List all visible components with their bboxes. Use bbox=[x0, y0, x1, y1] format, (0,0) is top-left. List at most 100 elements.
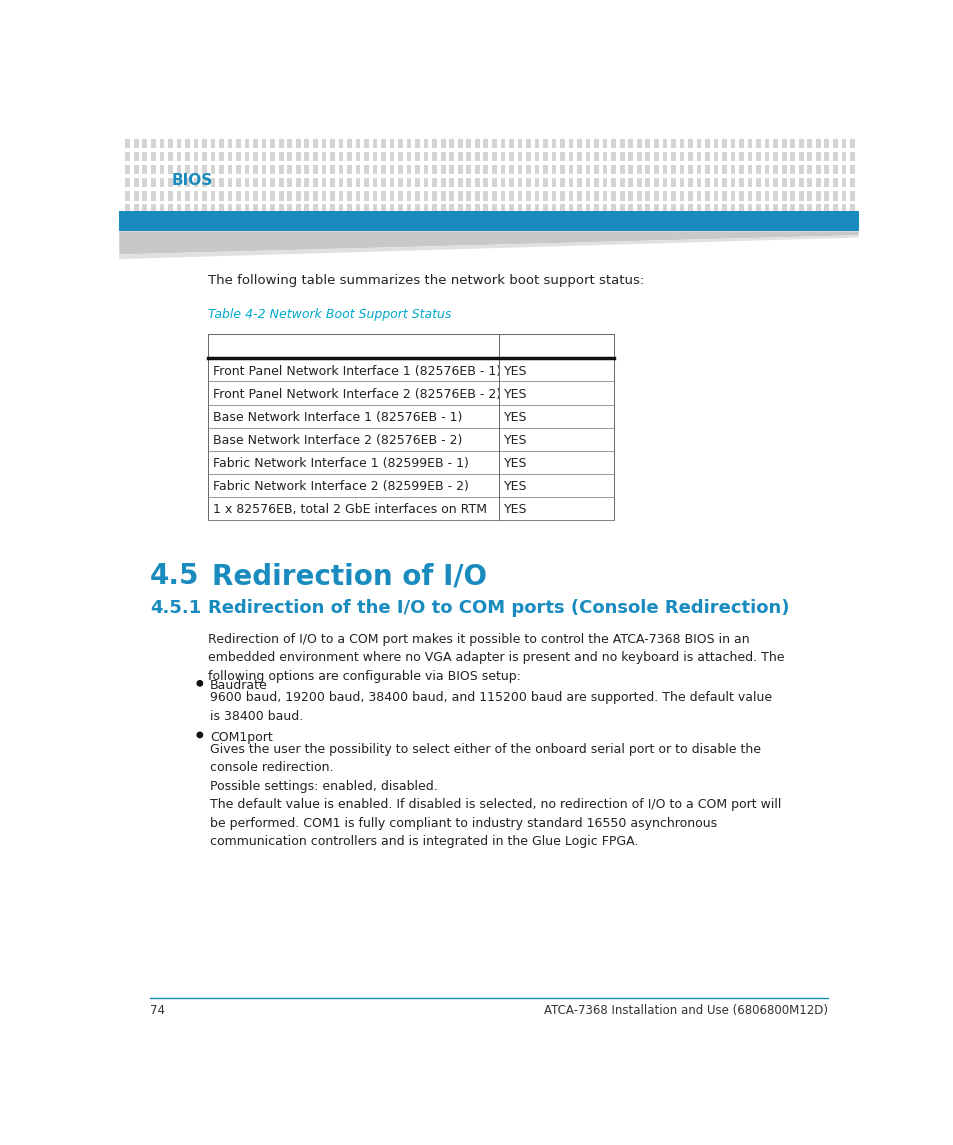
Bar bbox=[151, 179, 155, 188]
Circle shape bbox=[197, 680, 202, 686]
Bar bbox=[670, 191, 675, 200]
Bar bbox=[559, 165, 564, 174]
Bar bbox=[619, 139, 624, 148]
Bar bbox=[415, 152, 419, 161]
Bar bbox=[373, 179, 377, 188]
Bar bbox=[151, 152, 155, 161]
Bar bbox=[687, 205, 692, 214]
Bar bbox=[823, 139, 828, 148]
Bar bbox=[756, 205, 760, 214]
Bar bbox=[517, 139, 521, 148]
Bar bbox=[304, 165, 309, 174]
Bar bbox=[492, 179, 497, 188]
Bar bbox=[823, 179, 828, 188]
Bar bbox=[338, 179, 343, 188]
Bar bbox=[509, 139, 513, 148]
Bar bbox=[432, 139, 436, 148]
Bar bbox=[696, 152, 700, 161]
Bar bbox=[423, 205, 428, 214]
Bar bbox=[764, 152, 769, 161]
Bar bbox=[577, 179, 581, 188]
Text: ATCA-7368 Installation and Use (6806800M12D): ATCA-7368 Installation and Use (6806800M… bbox=[543, 1004, 827, 1018]
Bar bbox=[245, 139, 249, 148]
Bar bbox=[542, 165, 547, 174]
Bar bbox=[534, 139, 538, 148]
Bar bbox=[245, 152, 249, 161]
Bar bbox=[475, 191, 479, 200]
Bar bbox=[270, 152, 274, 161]
Bar bbox=[159, 165, 164, 174]
Bar bbox=[466, 179, 471, 188]
Bar bbox=[713, 139, 718, 148]
Circle shape bbox=[197, 732, 202, 737]
Bar bbox=[483, 139, 488, 148]
Bar bbox=[654, 179, 658, 188]
Bar bbox=[406, 165, 411, 174]
Bar bbox=[449, 165, 454, 174]
Bar bbox=[542, 191, 547, 200]
Bar bbox=[551, 205, 556, 214]
Bar bbox=[347, 205, 352, 214]
Bar bbox=[534, 179, 538, 188]
Bar bbox=[159, 191, 164, 200]
Bar bbox=[133, 165, 138, 174]
Bar bbox=[687, 139, 692, 148]
Bar bbox=[321, 179, 326, 188]
Bar bbox=[423, 152, 428, 161]
Bar bbox=[534, 191, 538, 200]
Bar bbox=[764, 139, 769, 148]
Bar bbox=[253, 179, 257, 188]
Bar bbox=[415, 191, 419, 200]
Bar bbox=[517, 152, 521, 161]
Bar bbox=[270, 191, 274, 200]
Bar bbox=[483, 205, 488, 214]
Bar bbox=[637, 165, 641, 174]
Bar bbox=[440, 179, 445, 188]
Bar bbox=[168, 139, 172, 148]
Bar bbox=[790, 191, 794, 200]
Bar bbox=[798, 139, 802, 148]
Bar bbox=[406, 205, 411, 214]
Bar bbox=[219, 179, 224, 188]
Bar bbox=[696, 191, 700, 200]
Bar bbox=[313, 179, 317, 188]
Bar bbox=[773, 205, 778, 214]
Bar bbox=[628, 152, 633, 161]
Bar bbox=[330, 139, 335, 148]
Bar bbox=[841, 191, 845, 200]
Bar bbox=[500, 165, 505, 174]
Bar bbox=[500, 139, 505, 148]
Bar bbox=[611, 165, 616, 174]
Polygon shape bbox=[119, 231, 858, 254]
Bar bbox=[228, 191, 233, 200]
Bar bbox=[730, 191, 735, 200]
Bar bbox=[628, 205, 633, 214]
Bar bbox=[423, 165, 428, 174]
Bar bbox=[347, 165, 352, 174]
Bar bbox=[798, 205, 802, 214]
Text: 4.5: 4.5 bbox=[150, 562, 199, 591]
Bar bbox=[739, 165, 743, 174]
Bar bbox=[832, 205, 837, 214]
Bar bbox=[304, 179, 309, 188]
Bar bbox=[440, 191, 445, 200]
Bar bbox=[637, 179, 641, 188]
Bar bbox=[670, 165, 675, 174]
Bar bbox=[151, 165, 155, 174]
Bar bbox=[628, 139, 633, 148]
Bar bbox=[406, 179, 411, 188]
Bar bbox=[637, 205, 641, 214]
Bar bbox=[176, 205, 181, 214]
Bar bbox=[330, 205, 335, 214]
Polygon shape bbox=[119, 235, 858, 259]
Text: Table 4-2 Network Boot Support Status: Table 4-2 Network Boot Support Status bbox=[208, 308, 452, 322]
Bar bbox=[492, 205, 497, 214]
Bar bbox=[381, 165, 385, 174]
Bar bbox=[125, 179, 130, 188]
Text: Base Network Interface 2 (82576EB - 2): Base Network Interface 2 (82576EB - 2) bbox=[213, 434, 462, 447]
Bar bbox=[193, 191, 198, 200]
Bar bbox=[790, 139, 794, 148]
Bar bbox=[815, 139, 820, 148]
Bar bbox=[390, 152, 394, 161]
Bar bbox=[551, 152, 556, 161]
